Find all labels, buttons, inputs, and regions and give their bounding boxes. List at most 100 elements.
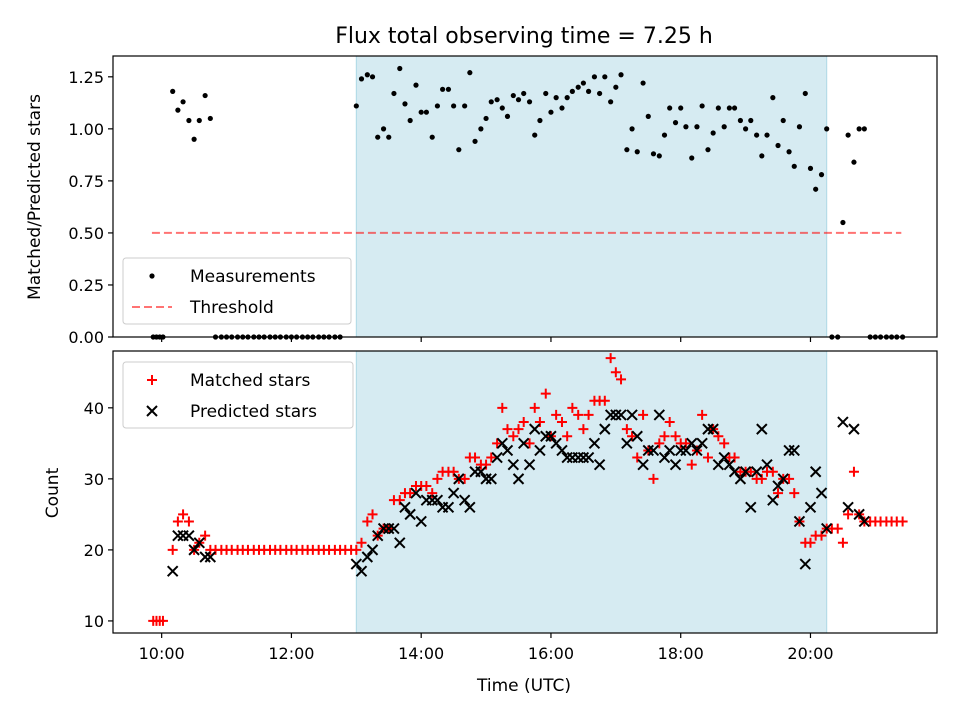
measurement-point	[667, 105, 673, 111]
measurement-point	[689, 155, 695, 161]
predicted-stars-point	[172, 529, 184, 542]
measurement-point	[180, 99, 186, 105]
measurement-point	[748, 117, 754, 124]
measurement-point	[634, 149, 640, 155]
matched-stars-point	[686, 459, 697, 470]
measurement-point	[629, 126, 635, 132]
matched-stars-point	[805, 537, 816, 548]
measurement-point	[418, 109, 424, 115]
measurement-point	[175, 107, 181, 113]
measurement-point	[656, 153, 662, 159]
predicted-stars-point	[750, 466, 763, 478]
matched-stars-point	[648, 473, 659, 484]
matched-stars-point	[816, 530, 827, 541]
predicted-stars-point	[485, 473, 497, 485]
measurement-point	[585, 88, 592, 94]
predicted-stars-point	[663, 444, 676, 457]
matched-stars-point	[837, 537, 848, 548]
predicted-stars-point	[464, 501, 476, 513]
x-axis-label: Time (UTC)	[476, 676, 571, 696]
measurement-point	[170, 88, 176, 94]
measurement-point	[456, 147, 462, 153]
matched-stars-point	[183, 516, 194, 527]
matched-stars-point	[784, 473, 795, 484]
measurement-point	[796, 124, 803, 130]
predicted-stars-point	[767, 494, 779, 506]
measurement-point	[661, 132, 668, 138]
predicted-stars-point	[756, 423, 768, 435]
matched-stars-point	[729, 452, 740, 463]
matched-stars-point	[394, 495, 405, 506]
matched-stars-point	[367, 509, 378, 520]
predicted-stars-point	[815, 487, 828, 499]
predicted-stars-point	[777, 473, 789, 485]
predicted-stars-point	[582, 451, 595, 464]
matched-stars-point	[405, 488, 416, 499]
predicted-stars-point	[793, 515, 806, 528]
bottom-axes-frame	[112, 350, 938, 634]
predicted-stars-point	[707, 423, 719, 435]
predicted-stars-point	[458, 494, 471, 506]
measurement-point	[515, 97, 522, 103]
predicted-stars-point	[431, 494, 444, 506]
measurement-point	[775, 142, 781, 149]
measurement-point	[742, 126, 749, 132]
measurement-point	[618, 72, 624, 78]
matched-stars-point	[459, 473, 470, 484]
measurement-point	[650, 151, 657, 157]
measurement-point	[413, 82, 419, 88]
predicted-stars-point	[166, 565, 179, 577]
matched-stars-point	[567, 402, 578, 413]
predicted-stars-point	[507, 458, 520, 471]
predicted-stars-point	[647, 444, 660, 457]
predicted-stars-point	[193, 537, 206, 549]
predicted-stars-point	[447, 487, 460, 499]
predicted-stars-point	[383, 522, 395, 535]
measurement-point	[591, 74, 598, 80]
matched-stars-point	[551, 409, 562, 420]
predicted-stars-point	[388, 522, 400, 535]
predicted-stars-point	[361, 551, 374, 563]
predicted-stars-point	[523, 458, 536, 471]
predicted-stars-point	[631, 430, 643, 442]
x-tick-label: 18:00	[658, 644, 704, 663]
predicted-stars-point	[480, 473, 492, 485]
measurement-point	[602, 74, 608, 80]
matched-stars-point	[432, 473, 443, 484]
matched-stars-point	[513, 424, 524, 435]
matched-stars-point	[848, 466, 859, 477]
matched-stars-point	[518, 417, 529, 428]
predicted-stars-point	[696, 437, 708, 450]
predicted-stars-point	[599, 423, 611, 435]
bottom-observing-window-shade	[355, 350, 828, 634]
measurement-point	[186, 117, 192, 124]
matched-stars-point	[610, 367, 621, 378]
measurement-point	[467, 70, 473, 76]
matched-stars-point	[502, 424, 513, 435]
matched-stars-point	[789, 488, 800, 499]
predicted-stars-point	[556, 444, 568, 457]
bottom-y-tick-label: 40	[84, 399, 104, 418]
matched-stars-point	[745, 466, 756, 477]
matched-stars-point	[843, 509, 854, 520]
legend-predicted-marker	[146, 405, 158, 417]
measurement-point	[845, 132, 851, 138]
matched-stars-point	[719, 438, 730, 449]
measurement-point	[429, 134, 435, 140]
measurement-point	[764, 132, 770, 138]
predicted-stars-point	[540, 430, 552, 442]
predicted-stars-point	[653, 409, 666, 421]
predicted-stars-point	[723, 458, 736, 471]
predicted-stars-point	[366, 544, 379, 556]
matched-stars-point	[654, 438, 665, 449]
measurement-point	[462, 103, 468, 109]
measurement-point	[770, 95, 776, 101]
measurement-point	[861, 126, 867, 132]
matched-stars-point	[172, 516, 183, 527]
legend-label: Predicted stars	[190, 402, 317, 422]
measurement-point	[575, 84, 581, 90]
predicted-stars-point	[404, 508, 416, 521]
predicted-stars-point	[621, 437, 633, 450]
predicted-stars-point	[702, 423, 714, 435]
measurement-point	[786, 149, 792, 155]
